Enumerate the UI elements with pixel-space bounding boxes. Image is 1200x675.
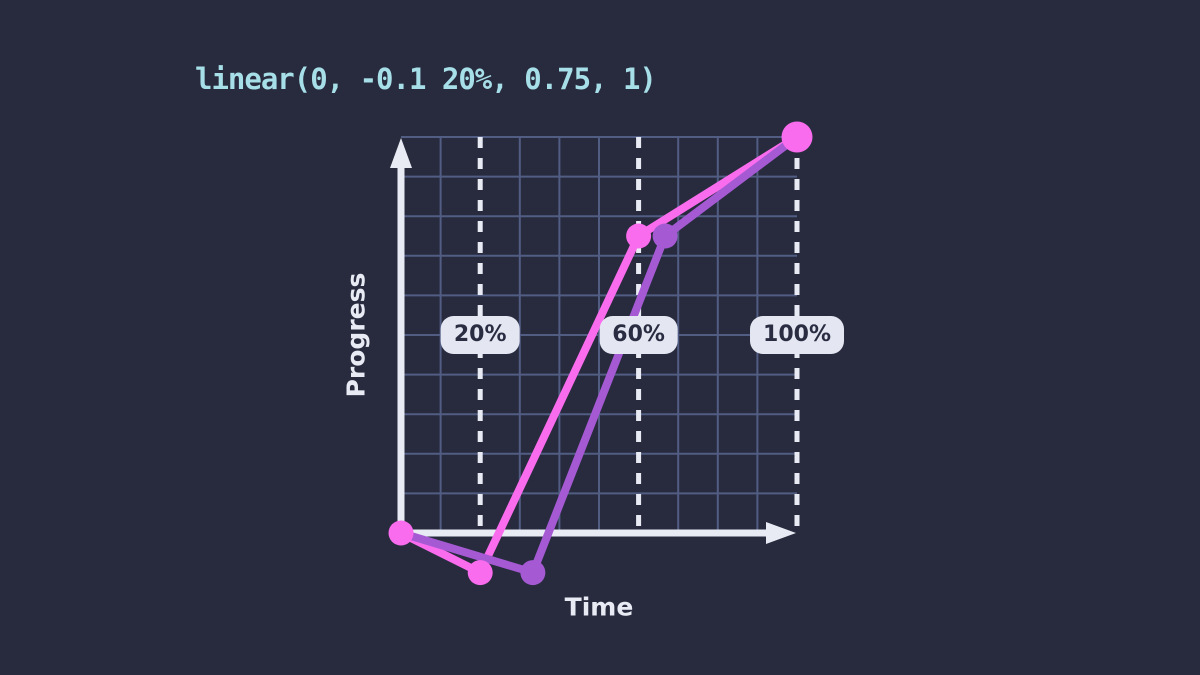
marker-badge-100: 100% <box>750 316 844 354</box>
marker-badge-20: 20% <box>440 316 520 354</box>
series-line-purple-easing-stops <box>397 133 801 577</box>
data-point-dot-pink-easing-stops <box>467 560 493 586</box>
y-axis-label: Progress <box>341 272 371 398</box>
series-line-pink-easing-stops <box>397 133 801 577</box>
data-point-dot-pink-easing-stops <box>388 520 414 546</box>
x-axis-label: Time <box>564 592 634 622</box>
easing-function-code: linear(0, -0.1 20%, 0.75, 1) <box>195 62 657 96</box>
x-axis-arrowhead <box>766 522 796 544</box>
data-point-dot-pink-easing-stops <box>781 121 813 153</box>
marker-badge-60: 60% <box>599 316 678 354</box>
data-point-dot-pink-easing-stops <box>626 223 652 249</box>
data-point-dot-purple-easing-stops <box>520 560 546 586</box>
data-point-dot-purple-easing-stops <box>652 223 678 249</box>
y-axis-arrowhead <box>390 138 412 168</box>
